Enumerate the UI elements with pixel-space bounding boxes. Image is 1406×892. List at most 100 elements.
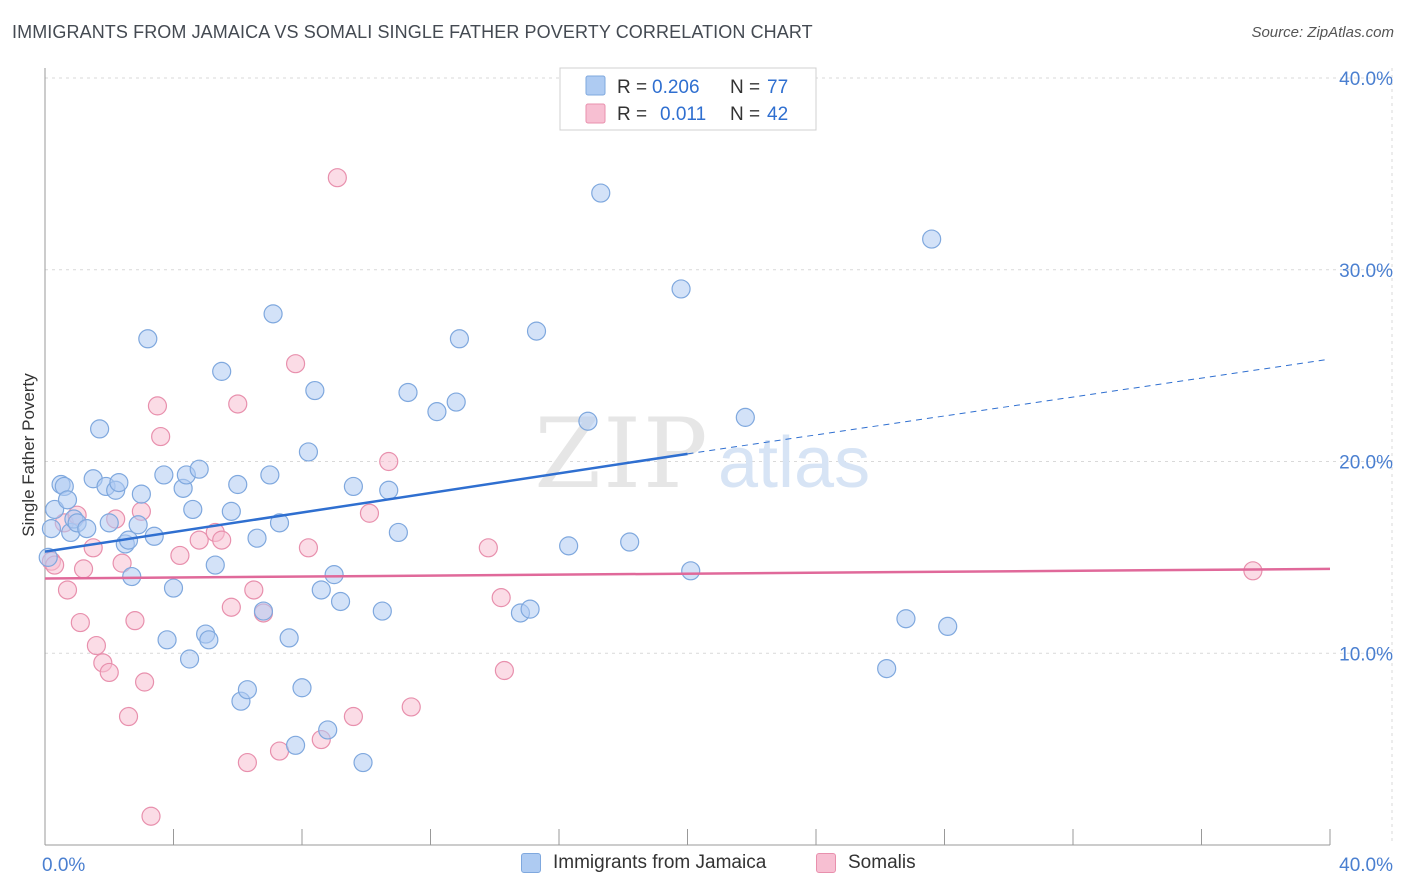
legend-swatch-jamaica (585, 75, 606, 96)
y-tick-labels: 10.0% 20.0% 30.0% 40.0% (1339, 69, 1393, 665)
jamaica-point (343, 476, 363, 497)
jamaica-point (237, 680, 257, 700)
grid-lines (45, 68, 1393, 845)
jamaica-point (388, 522, 408, 543)
legend-label-somalis: Somalis (848, 852, 916, 873)
somalis-point (285, 354, 306, 374)
jamaica-point (199, 630, 219, 650)
jamaica-point (922, 229, 942, 249)
jamaica-point (671, 279, 691, 299)
legend-swatch-somalis-bottom (816, 853, 836, 873)
jamaica-point (427, 402, 447, 422)
somalis-point (99, 662, 119, 683)
y-tick-label: 20.0% (1339, 453, 1393, 474)
jamaica-point (221, 501, 241, 521)
jamaica-trend-extension (687, 359, 1326, 455)
somalis-point (170, 545, 190, 566)
jamaica-point (38, 547, 58, 567)
jamaica-point (212, 361, 232, 381)
jamaica-point (591, 183, 611, 203)
somalis-point (112, 553, 132, 573)
somalis-point (244, 580, 264, 600)
jamaica-point (896, 609, 916, 629)
jamaica-point (877, 658, 897, 679)
jamaica-point (578, 411, 598, 431)
legend-r-label-somalis: R = (617, 104, 647, 125)
y-tick-label: 40.0% (1339, 69, 1393, 90)
jamaica-point (109, 472, 129, 493)
jamaica-point (735, 407, 755, 427)
jamaica-point (269, 513, 290, 533)
jamaica-point (446, 392, 466, 412)
somalis-point (125, 611, 145, 631)
jamaica-point (559, 536, 579, 556)
legend-n-label-jamaica: N = (730, 77, 760, 98)
jamaica-point (279, 628, 299, 648)
legend-swatch-jamaica-bottom (521, 853, 541, 873)
trend-lines (44, 359, 1331, 580)
jamaica-point (154, 465, 174, 485)
somalis-point (359, 503, 380, 523)
jamaica-point (253, 601, 274, 621)
jamaica-point (398, 382, 418, 403)
jamaica-point (263, 304, 283, 324)
jamaica-point (90, 419, 110, 439)
somalis-point (1243, 561, 1263, 581)
jamaica-point (41, 519, 62, 539)
somalis-point (269, 741, 290, 761)
jamaica-point (163, 578, 184, 598)
jamaica-point (324, 565, 344, 585)
jamaica-points (38, 83, 958, 773)
y-tick-label: 10.0% (1339, 644, 1393, 665)
somalis-point (118, 706, 139, 727)
jamaica-point (128, 515, 148, 535)
x-tick-label: 40.0% (1339, 855, 1393, 876)
legend-r-value-jamaica: 0.206 (652, 77, 700, 98)
jamaica-point (938, 616, 958, 637)
x-tick-label: 0.0% (42, 855, 85, 876)
jamaica-point (138, 329, 158, 349)
jamaica-point (305, 380, 325, 401)
somalis-point (212, 530, 232, 550)
somalis-point (86, 635, 107, 656)
somalis-point (237, 752, 257, 773)
jamaica-point (260, 465, 280, 485)
jamaica-point (353, 752, 373, 773)
jamaica-point (372, 601, 392, 621)
somalis-point (494, 660, 514, 681)
jamaica-point (131, 484, 151, 504)
somalis-point (343, 706, 363, 727)
jamaica-point (681, 561, 701, 581)
legend-n-value-jamaica: 77 (767, 77, 788, 98)
somalis-point (83, 538, 103, 558)
somalis-point (327, 168, 347, 188)
somalis-point (401, 697, 421, 717)
somalis-point (491, 588, 511, 608)
legend-swatch-somalis (585, 103, 606, 124)
jamaica-point (298, 442, 319, 462)
jamaica-point (205, 555, 225, 575)
legend-n-label-somalis: N = (730, 104, 760, 125)
somalis-point (70, 612, 90, 633)
jamaica-point (228, 474, 248, 495)
legend-r-label-jamaica: R = (617, 77, 647, 98)
jamaica-point (318, 720, 338, 740)
top-legend: R = 0.206 N = 77 R = 0.011 N = 42 (559, 67, 817, 131)
jamaica-point (157, 630, 177, 650)
somalis-point (57, 580, 78, 600)
legend-item-jamaica: Immigrants from Jamaica (521, 852, 766, 874)
jamaica-point (379, 480, 399, 500)
jamaica-point (179, 649, 200, 669)
somalis-point (298, 538, 319, 558)
jamaica-point (57, 490, 78, 510)
legend-label-jamaica: Immigrants from Jamaica (553, 852, 767, 873)
somalis-point (151, 426, 171, 447)
jamaica-point (292, 678, 312, 698)
jamaica-point (77, 519, 97, 539)
bottom-legend: Immigrants from Jamaica Somalis (0, 852, 1406, 878)
axes (44, 68, 1331, 846)
jamaica-point (45, 499, 65, 520)
jamaica-point (520, 599, 540, 619)
somalis-point (379, 451, 399, 472)
